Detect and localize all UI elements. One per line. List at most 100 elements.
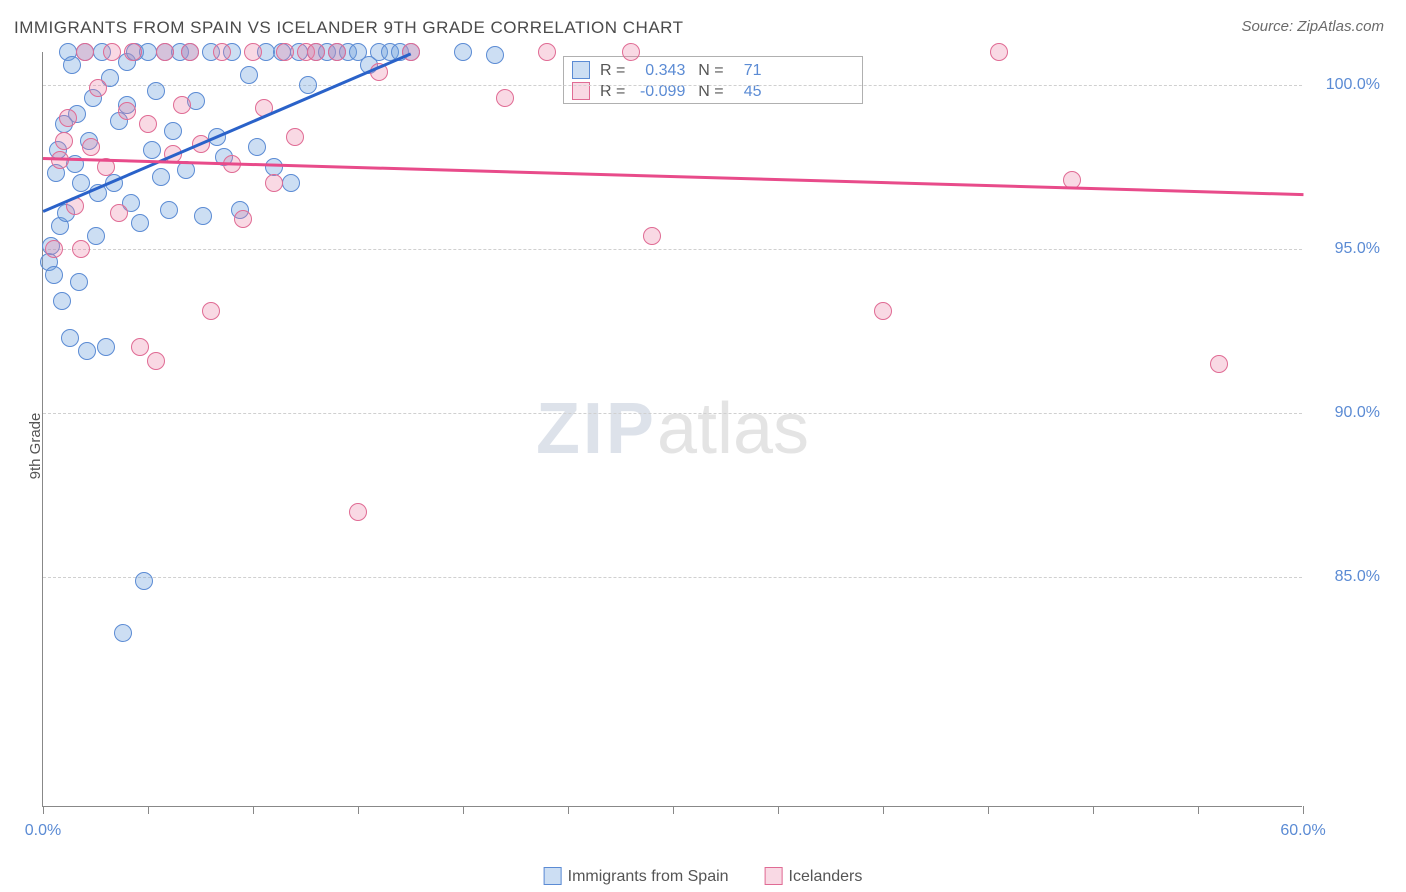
- plot-area: ZIPatlas R =0.343 N =71R =-0.099 N =45 8…: [42, 52, 1302, 807]
- x-tick: [358, 806, 359, 814]
- legend-item: Icelanders: [765, 868, 863, 886]
- data-point: [110, 204, 128, 222]
- data-point: [402, 43, 420, 61]
- r-label: R =: [600, 62, 625, 79]
- data-point: [135, 572, 153, 590]
- data-point: [97, 338, 115, 356]
- gridline-h: [43, 413, 1302, 414]
- data-point: [51, 151, 69, 169]
- x-tick: [1303, 806, 1304, 814]
- x-tick: [778, 806, 779, 814]
- data-point: [299, 76, 317, 94]
- data-point: [874, 302, 892, 320]
- legend-label: Icelanders: [789, 868, 863, 885]
- gridline-h: [43, 249, 1302, 250]
- stats-legend-box: R =0.343 N =71R =-0.099 N =45: [563, 56, 863, 104]
- bottom-legend: Immigrants from Spain Icelanders: [526, 868, 881, 886]
- y-tick-label: 90.0%: [1310, 404, 1380, 422]
- data-point: [202, 302, 220, 320]
- data-point: [143, 141, 161, 159]
- data-point: [147, 82, 165, 100]
- watermark: ZIPatlas: [536, 388, 809, 470]
- data-point: [454, 43, 472, 61]
- data-point: [622, 43, 640, 61]
- x-tick: [1198, 806, 1199, 814]
- data-point: [496, 89, 514, 107]
- data-point: [164, 122, 182, 140]
- data-point: [177, 161, 195, 179]
- data-point: [173, 96, 191, 114]
- data-point: [118, 102, 136, 120]
- data-point: [70, 273, 88, 291]
- n-value: 71: [728, 60, 762, 81]
- data-point: [328, 43, 346, 61]
- source-attribution: Source: ZipAtlas.com: [1241, 18, 1384, 35]
- data-point: [349, 503, 367, 521]
- data-point: [194, 207, 212, 225]
- data-point: [139, 115, 157, 133]
- data-point: [276, 43, 294, 61]
- data-point: [156, 43, 174, 61]
- data-point: [643, 227, 661, 245]
- x-tick: [148, 806, 149, 814]
- data-point: [59, 109, 77, 127]
- data-point: [53, 292, 71, 310]
- chart-title: IMMIGRANTS FROM SPAIN VS ICELANDER 9TH G…: [14, 18, 684, 38]
- data-point: [124, 43, 142, 61]
- data-point: [72, 240, 90, 258]
- data-point: [244, 43, 262, 61]
- legend-swatch: [765, 867, 783, 885]
- data-point: [87, 227, 105, 245]
- data-point: [282, 174, 300, 192]
- x-tick: [43, 806, 44, 814]
- x-tick: [988, 806, 989, 814]
- data-point: [265, 158, 283, 176]
- n-label: N =: [698, 62, 723, 79]
- x-tick: [1093, 806, 1094, 814]
- y-tick-label: 100.0%: [1310, 76, 1380, 94]
- data-point: [152, 168, 170, 186]
- data-point: [76, 43, 94, 61]
- data-point: [55, 132, 73, 150]
- gridline-h: [43, 85, 1302, 86]
- data-point: [61, 329, 79, 347]
- data-point: [538, 43, 556, 61]
- data-point: [307, 43, 325, 61]
- data-point: [114, 624, 132, 642]
- data-point: [1210, 355, 1228, 373]
- data-point: [89, 79, 107, 97]
- chart-container: IMMIGRANTS FROM SPAIN VS ICELANDER 9TH G…: [0, 0, 1406, 892]
- x-tick-label: 60.0%: [1280, 822, 1325, 840]
- data-point: [131, 338, 149, 356]
- data-point: [103, 43, 121, 61]
- legend-swatch: [544, 867, 562, 885]
- data-point: [181, 43, 199, 61]
- data-point: [78, 342, 96, 360]
- legend-label: Immigrants from Spain: [568, 868, 729, 885]
- data-point: [486, 46, 504, 64]
- data-point: [82, 138, 100, 156]
- x-tick: [253, 806, 254, 814]
- data-point: [45, 240, 63, 258]
- x-tick-label: 0.0%: [25, 822, 61, 840]
- data-point: [265, 174, 283, 192]
- data-point: [160, 201, 178, 219]
- gridline-h: [43, 577, 1302, 578]
- data-point: [248, 138, 266, 156]
- data-point: [147, 352, 165, 370]
- watermark-zip: ZIP: [536, 389, 657, 469]
- data-point: [131, 214, 149, 232]
- x-tick: [883, 806, 884, 814]
- legend-swatch: [572, 61, 590, 79]
- stats-row: R =0.343 N = 71: [572, 60, 854, 81]
- trend-line: [43, 157, 1303, 196]
- x-tick: [463, 806, 464, 814]
- y-tick-label: 85.0%: [1310, 568, 1380, 586]
- data-point: [213, 43, 231, 61]
- x-tick: [568, 806, 569, 814]
- watermark-atlas: atlas: [657, 389, 809, 469]
- data-point: [240, 66, 258, 84]
- r-value: 0.343: [629, 60, 685, 81]
- trend-line: [43, 52, 411, 212]
- data-point: [234, 210, 252, 228]
